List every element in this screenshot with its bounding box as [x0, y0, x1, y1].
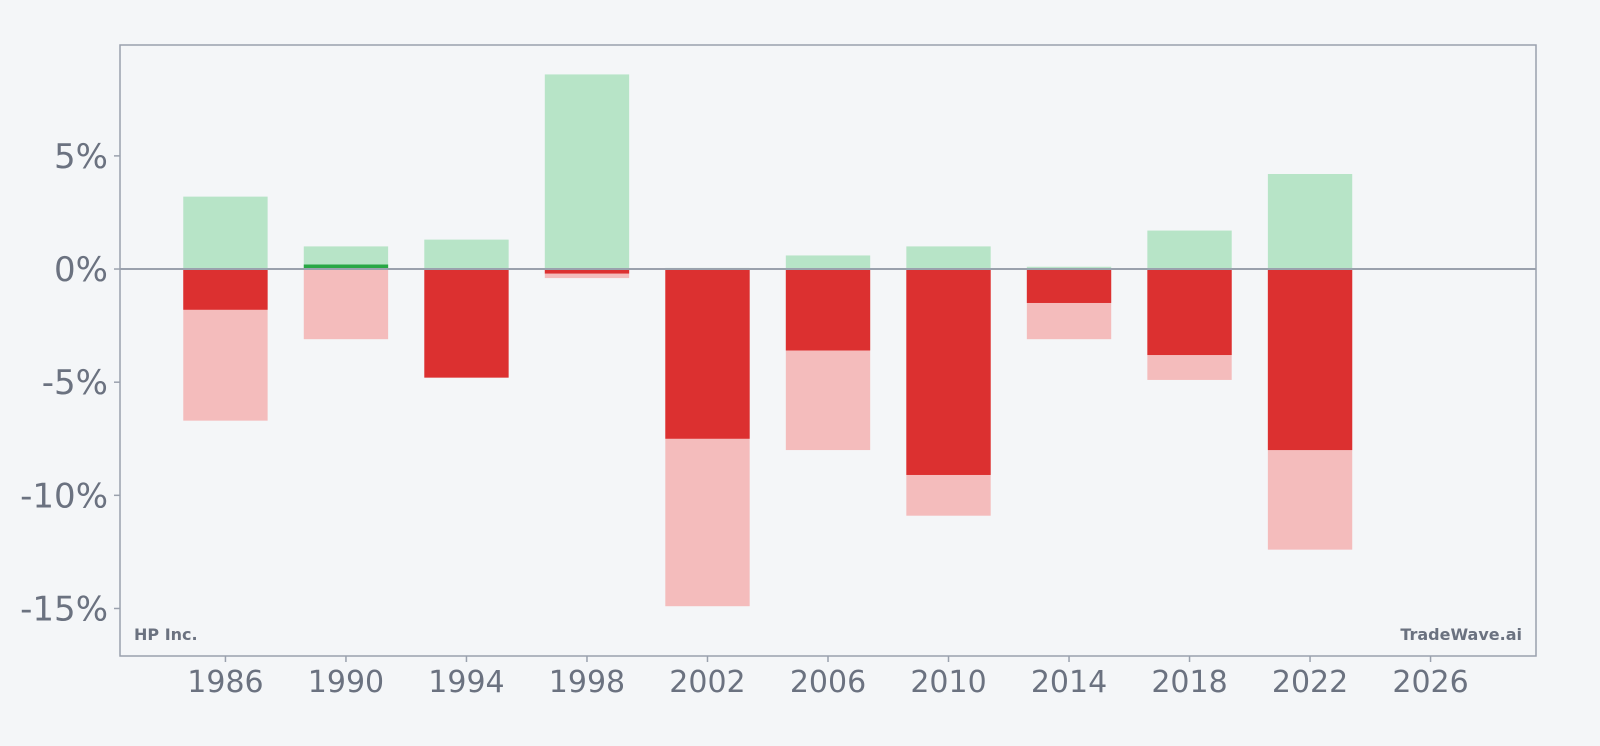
- range-bar-positive-2022: [1267, 173, 1353, 270]
- x-tick-label: 1994: [428, 665, 504, 700]
- range-bar-positive-1990: [303, 246, 389, 270]
- range-bar-positive-2006: [785, 255, 871, 270]
- y-tick-label: -15%: [20, 589, 108, 629]
- range-bar-positive-1994: [424, 239, 509, 270]
- x-tick-label: 1986: [187, 665, 263, 700]
- value-bar-1990: [303, 264, 389, 270]
- value-bars-group: [183, 264, 1353, 475]
- value-bar-2006: [785, 269, 871, 351]
- value-bar-1994: [424, 269, 509, 378]
- y-tick-label: 0%: [54, 250, 108, 290]
- company-label: HP Inc.: [134, 625, 198, 644]
- x-tick-label: 2002: [669, 665, 745, 700]
- value-bar-2010: [906, 269, 991, 475]
- y-axis: 5% 0% -5% -10% -15%: [20, 137, 120, 629]
- x-tick-label: 2010: [910, 665, 986, 700]
- brand-label: TradeWave.ai: [1400, 625, 1522, 644]
- x-tick-label: 2026: [1392, 665, 1468, 700]
- y-tick-label: -5%: [42, 363, 108, 403]
- value-bar-2014: [1026, 269, 1112, 303]
- range-bar-positive-2010: [906, 246, 991, 270]
- range-bar-positive-2014: [1026, 266, 1112, 270]
- x-axis: 1986 1990 1994 1998 2002 2006 2010 2014 2018 2022…: [187, 656, 1469, 700]
- y-tick-label: -10%: [20, 476, 108, 516]
- x-tick-label: 1998: [549, 665, 625, 700]
- value-bar-1998: [544, 269, 630, 274]
- x-tick-label: 2018: [1151, 665, 1227, 700]
- y-tick-label: 5%: [54, 137, 108, 177]
- value-bar-1986: [183, 269, 268, 310]
- range-bar-negative-1990: [303, 269, 389, 340]
- value-bar-2018: [1147, 269, 1232, 356]
- range-bar-positive-1986: [183, 196, 268, 270]
- x-tick-label: 2006: [790, 665, 866, 700]
- value-bar-2022: [1267, 269, 1353, 451]
- range-bar-positive-1998: [544, 74, 630, 270]
- x-tick-label: 1990: [308, 665, 384, 700]
- range-bar-positive-2018: [1147, 230, 1232, 270]
- value-bar-2002: [665, 269, 750, 439]
- x-tick-label: 2022: [1272, 665, 1348, 700]
- x-tick-label: 2014: [1031, 665, 1107, 700]
